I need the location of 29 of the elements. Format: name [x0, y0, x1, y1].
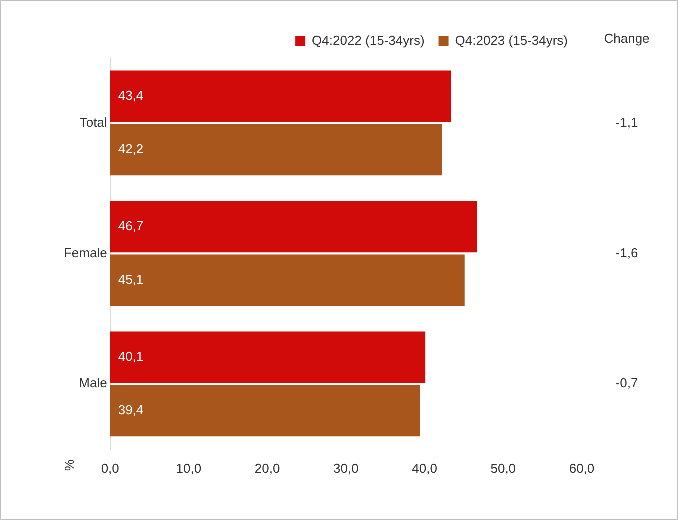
y-tick-label: Male — [79, 376, 108, 391]
x-tick-label: 20,0 — [254, 460, 280, 476]
text: Change — [604, 31, 650, 46]
legend-label: Q4:2022 (15-34yrs) — [312, 33, 425, 48]
data-label: 39,4 — [118, 402, 144, 418]
y-tick-label: Total — [80, 114, 108, 130]
data-label: 45,1 — [118, 272, 144, 288]
bar — [110, 201, 478, 253]
data-label: 46,7 — [118, 218, 144, 234]
data-label: 43,4 — [118, 88, 144, 104]
x-tick-label: 60,0 — [569, 460, 595, 476]
x-tick-label: 0,0 — [101, 460, 120, 476]
text: -1,6 — [616, 245, 638, 260]
legend-label: Q4:2023 (15-34yrs) — [455, 33, 568, 48]
text: -0,7 — [616, 376, 638, 391]
text: -1,1 — [616, 114, 638, 130]
y-tick-label: Female — [64, 245, 108, 260]
x-tick-label: 50,0 — [490, 460, 516, 476]
bar — [110, 254, 465, 306]
x-tick-label: 10,0 — [176, 460, 202, 476]
bar — [110, 70, 452, 122]
text: % — [62, 459, 77, 472]
bar — [110, 385, 420, 437]
x-tick-label: 40,0 — [412, 460, 438, 476]
x-tick-label: 30,0 — [334, 460, 359, 476]
bar — [110, 332, 426, 384]
data-label: 40,1 — [118, 349, 144, 364]
data-label: 42,2 — [118, 142, 144, 157]
bar — [110, 124, 442, 176]
